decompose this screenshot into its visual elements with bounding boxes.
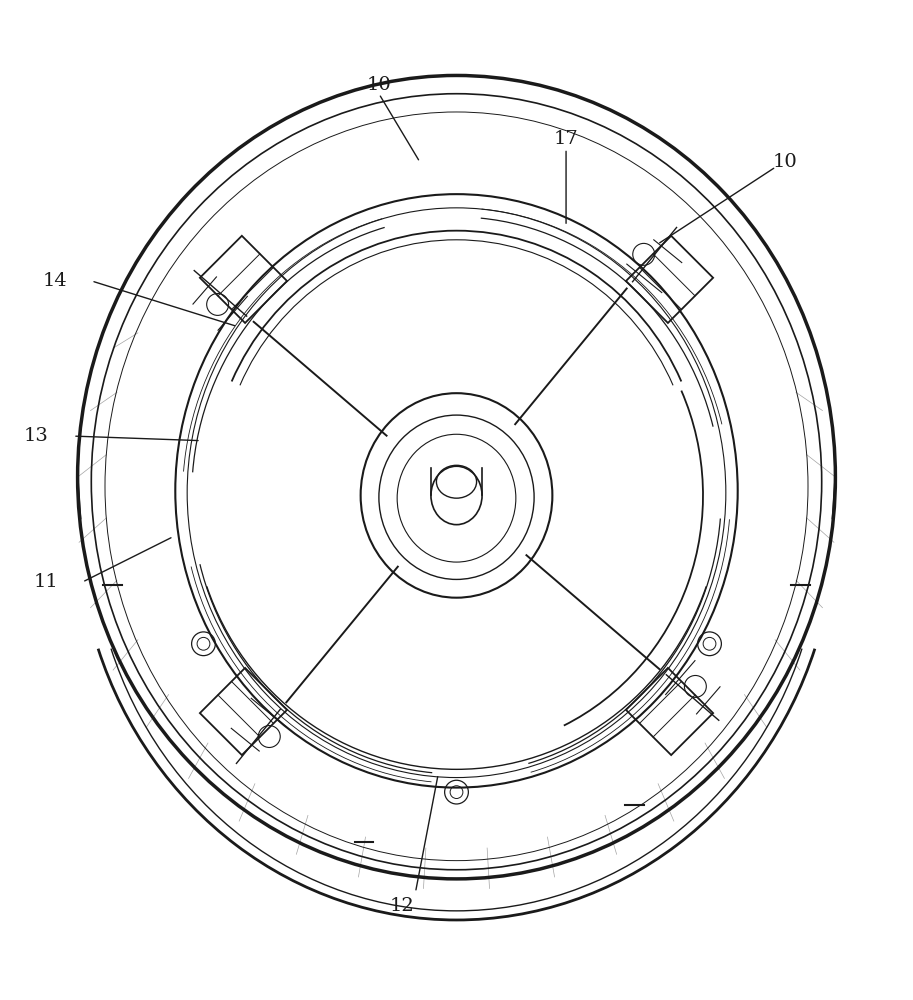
Text: 17: 17 (553, 130, 579, 148)
Text: 11: 11 (33, 573, 58, 591)
Text: 10: 10 (366, 76, 392, 94)
Text: 12: 12 (389, 897, 415, 915)
Text: 14: 14 (42, 272, 68, 290)
Text: 10: 10 (772, 153, 798, 171)
Text: 13: 13 (24, 427, 49, 445)
